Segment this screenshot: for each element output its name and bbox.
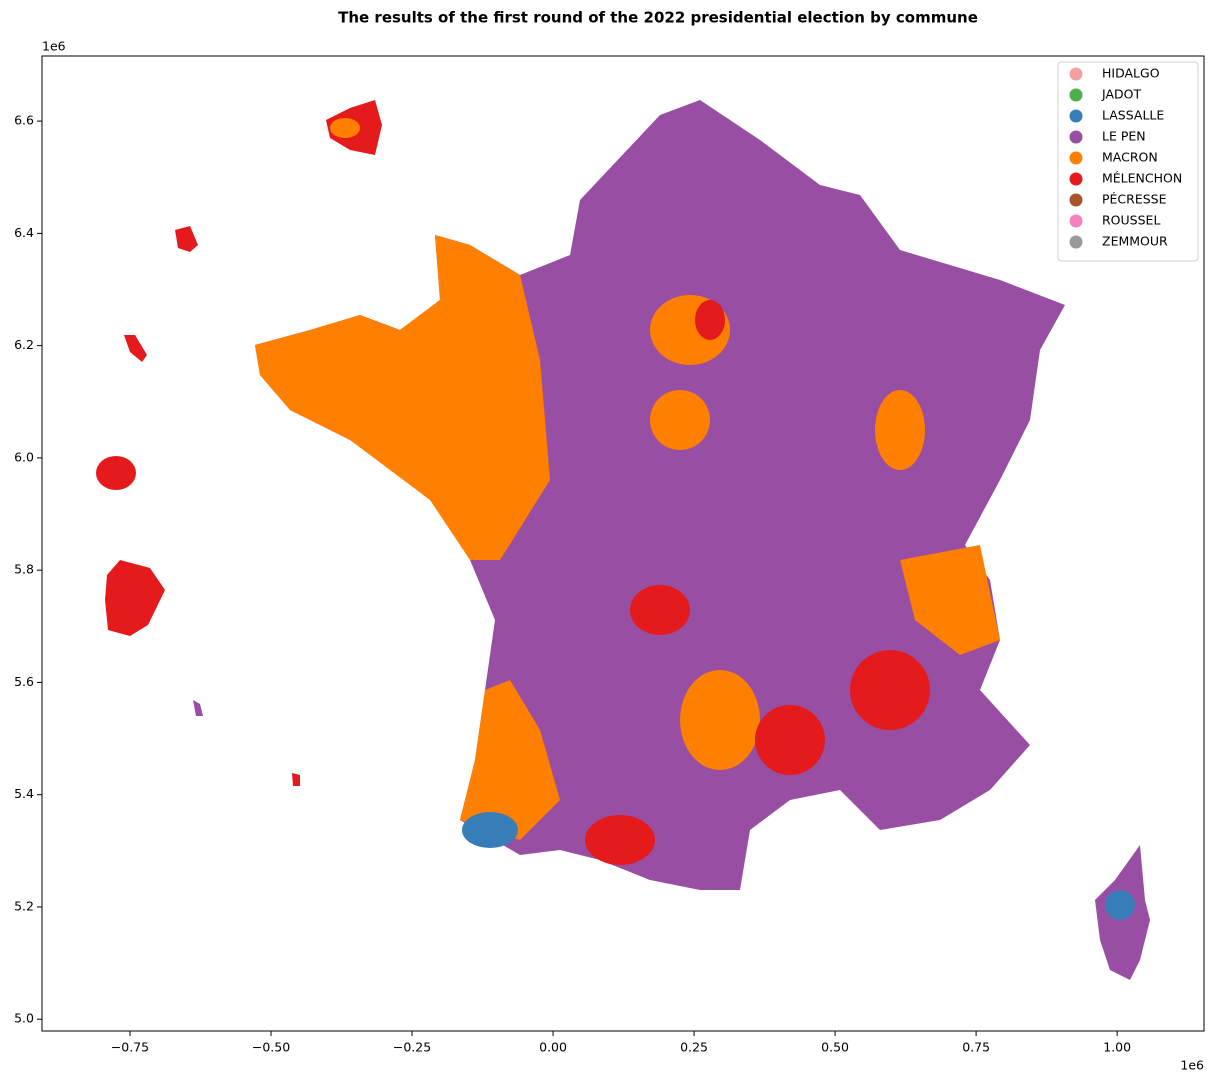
mainland <box>255 100 1065 890</box>
chart-title: The results of the first round of the 20… <box>338 9 978 27</box>
axes-frame <box>41 55 1205 1032</box>
small-island-2 <box>292 773 300 786</box>
region-west <box>255 235 550 560</box>
region-east <box>875 390 925 470</box>
x-tick-label: 1.00 <box>1103 1040 1131 1055</box>
mayotte <box>124 335 147 362</box>
y-tick-label: 6.4 <box>14 225 34 240</box>
reunion <box>96 456 136 490</box>
legend-marker <box>1069 67 1083 81</box>
martinique <box>175 226 198 252</box>
legend-label: ZEMMOUR <box>1102 234 1168 249</box>
legend-marker <box>1069 172 1083 186</box>
x-tick-label: 0.75 <box>962 1040 990 1055</box>
guadeloupe-orange <box>330 118 360 138</box>
x-tick-label: 0.50 <box>821 1040 849 1055</box>
legend-label: HIDALGO <box>1102 66 1160 81</box>
x-tick-label: −0.50 <box>252 1040 290 1055</box>
legend: HIDALGO JADOT LASSALLE LE PEN MACRON MÉLENCHO… <box>1057 61 1199 262</box>
legend-marker <box>1069 235 1083 249</box>
legend-label: MACRON <box>1102 150 1158 165</box>
legend-marker <box>1069 130 1083 144</box>
x-tick-label: 0.25 <box>680 1040 708 1055</box>
y-offset-label: 1e6 <box>42 39 66 54</box>
y-tick-label: 5.0 <box>14 1011 34 1026</box>
x-tick-label: 0.00 <box>539 1040 567 1055</box>
y-tick-label: 5.2 <box>14 898 34 913</box>
y-tick-label: 6.6 <box>14 113 34 128</box>
x-offset-label: 1e6 <box>1180 1058 1204 1073</box>
legend-marker <box>1069 88 1083 102</box>
legend-box <box>1057 61 1199 262</box>
legend-label: ROUSSEL <box>1102 213 1160 228</box>
legend-label: PÉCRESSE <box>1102 192 1167 207</box>
legend-marker <box>1069 109 1083 123</box>
region-south-orange <box>680 670 760 770</box>
legend-label: JADOT <box>1101 87 1141 102</box>
small-island-1 <box>193 700 203 716</box>
x-tick-label: −0.25 <box>393 1040 431 1055</box>
y-tick-label: 5.6 <box>14 674 34 689</box>
region-massif-red <box>630 585 690 635</box>
legend-marker <box>1069 193 1083 207</box>
x-tick-label: −0.75 <box>111 1040 149 1055</box>
legend-marker <box>1069 151 1083 165</box>
region-rhone-red <box>850 650 930 730</box>
guyane <box>105 560 165 636</box>
region-paris-red <box>695 300 725 340</box>
y-tick-label: 5.8 <box>14 562 34 577</box>
region-south-red <box>585 815 655 865</box>
corsica-blue <box>1105 890 1135 920</box>
y-tick-label: 5.4 <box>14 786 34 801</box>
region-cevennes-red <box>755 705 825 775</box>
map <box>96 100 1150 980</box>
region-southwest <box>460 680 560 840</box>
y-tick-label: 6.0 <box>14 449 34 464</box>
legend-label: LASSALLE <box>1102 108 1164 123</box>
y-tick-label: 6.2 <box>14 337 34 352</box>
region-alps <box>900 545 1000 655</box>
legend-marker <box>1069 214 1083 228</box>
legend-label: LE PEN <box>1102 129 1146 144</box>
region-basque-blue <box>462 812 518 848</box>
legend-label: MÉLENCHON <box>1102 171 1182 186</box>
region-center <box>650 390 710 450</box>
